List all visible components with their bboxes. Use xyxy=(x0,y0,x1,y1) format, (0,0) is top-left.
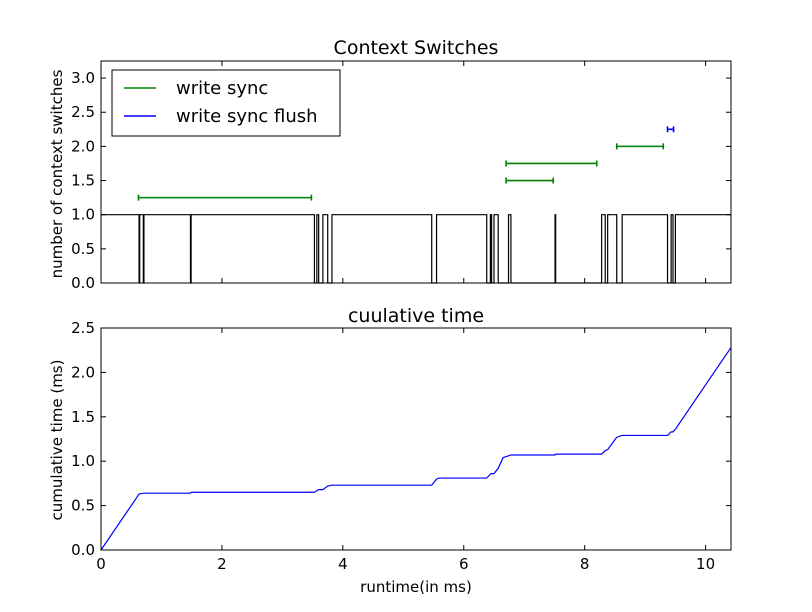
write-sync-interval xyxy=(615,143,665,150)
x-tick-label: 4 xyxy=(338,555,348,573)
context-switches-axes-frame xyxy=(100,60,732,284)
cumulative-time-series-line xyxy=(100,347,732,551)
y-axis-label-context-switches: number of context switches xyxy=(48,69,66,278)
write-sync-interval xyxy=(505,177,555,184)
x-tick-label: 8 xyxy=(580,555,590,573)
y-tick-label: 2.0 xyxy=(71,363,95,381)
cumulative-time-plot-area: 0.0 0.5 1.0 1.5 2.0 2.5 0 2 4 6 8 10 xyxy=(71,319,732,573)
y-tick-label: 2.0 xyxy=(71,137,95,155)
x-tick-label: 6 xyxy=(459,555,469,573)
y-axis-label-cumulative-time: cumulative time (ms) xyxy=(48,360,66,521)
y-tick-label: 1.5 xyxy=(71,408,95,426)
y-tick-label: 0.0 xyxy=(71,541,95,559)
y-tick-label: 0.5 xyxy=(71,240,95,258)
y-tick-label: 2.5 xyxy=(71,319,95,337)
legend: write sync write sync flush xyxy=(111,69,341,137)
cumulative-time-axes-frame xyxy=(100,327,732,551)
y-tick-label: 0.0 xyxy=(71,274,95,292)
chart-title-cumulative-time: cuulative time xyxy=(348,305,484,327)
legend-label-write-sync: write sync xyxy=(176,78,268,99)
y-tick-label: 1.0 xyxy=(71,206,95,224)
context-switches-series-line xyxy=(101,214,731,284)
write-sync-interval xyxy=(137,194,313,201)
write-sync-interval xyxy=(505,160,598,167)
cumulative-time-subplot: cuulative time cumulative time (ms) runt… xyxy=(48,305,732,596)
context-switches-subplot: Context Switches number of context switc… xyxy=(48,37,732,292)
legend-label-write-sync-flush: write sync flush xyxy=(176,106,318,127)
x-tick-label: 10 xyxy=(696,555,715,573)
y-tick-label: 1.5 xyxy=(71,172,95,190)
x-tick-label: 0 xyxy=(96,555,106,573)
y-tick-label: 0.5 xyxy=(71,497,95,515)
x-tick-label: 2 xyxy=(217,555,227,573)
y-tick-label: 2.5 xyxy=(71,103,95,121)
x-axis-label: runtime(in ms) xyxy=(360,578,472,596)
write-sync-flush-interval xyxy=(666,126,675,133)
chart-title-context-switches: Context Switches xyxy=(334,37,499,59)
y-tick-label: 1.0 xyxy=(71,452,95,470)
y-tick-label: 3.0 xyxy=(71,69,95,87)
legend-box xyxy=(111,69,341,137)
